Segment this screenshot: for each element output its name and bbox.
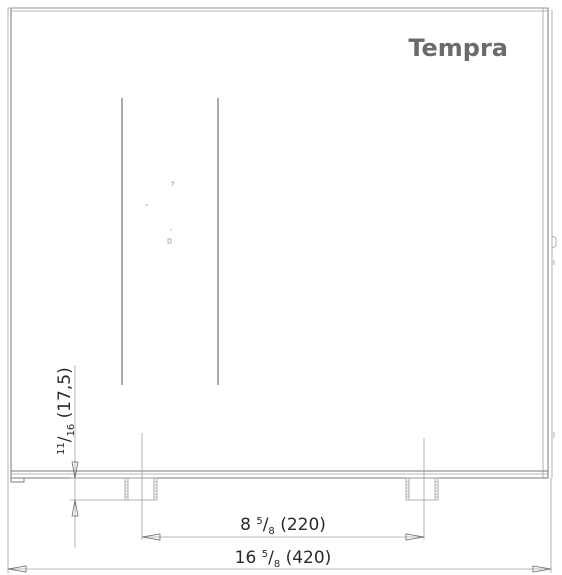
- cabinet-outline: [7, 7, 557, 483]
- spacing-dimension-label: 8 5/8 (220): [240, 515, 326, 537]
- brand-logo: Tempra: [408, 34, 508, 62]
- width-dimension-label: 16 5/8 (420): [235, 548, 332, 570]
- height-dimension-label: 11/16 (17,5): [55, 367, 77, 455]
- height-dimension: [70, 365, 125, 548]
- right-pipe-connection: [405, 438, 439, 540]
- spacing-dimension: [141, 533, 425, 541]
- width-dimension: [7, 478, 552, 573]
- inner-guide-lines: [121, 98, 219, 385]
- left-pipe-connection: [124, 433, 158, 540]
